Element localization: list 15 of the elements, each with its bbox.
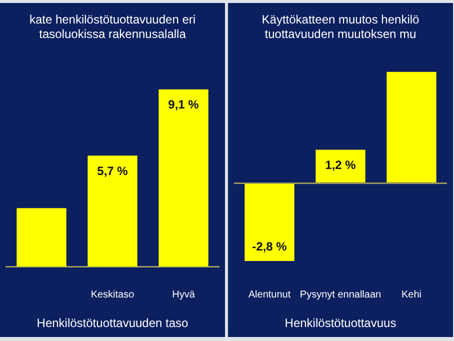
x-tick-label: Kehi xyxy=(401,289,422,300)
x-axis-title: Henkilöstötuottavuuden taso xyxy=(36,316,189,330)
text: tasoluokissa rakennusalalla xyxy=(39,26,186,41)
x-tick-label: Pysynyt ennallaan xyxy=(300,289,382,300)
text: tuottavuuden muutoksen mu xyxy=(264,26,416,41)
x-tick-label: Keskitaso xyxy=(90,289,135,300)
data-label: 1,2 % xyxy=(325,158,356,172)
x-tick-label: Hyvä xyxy=(172,289,196,300)
text: Käyttökatteen muutos henkilö xyxy=(262,12,420,27)
data-label: 5,7 % xyxy=(97,164,128,178)
data-label: 9,1 % xyxy=(168,98,200,112)
x-tick-label: Alentunut xyxy=(248,289,291,300)
data-label: -2,8 % xyxy=(252,239,288,254)
text: kate henkilöstötuottavuuden eri xyxy=(29,12,196,27)
x-axis-title: Henkilöstötuottavuus xyxy=(284,316,396,330)
